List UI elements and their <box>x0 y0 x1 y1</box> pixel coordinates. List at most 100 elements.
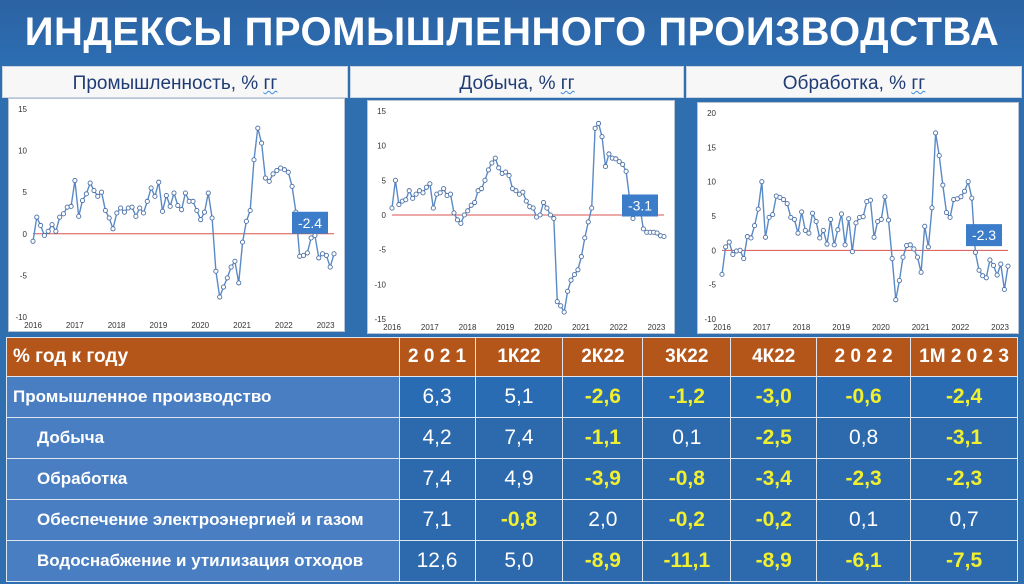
table-cell: 0,1 <box>642 417 732 459</box>
data-point <box>60 211 67 217</box>
data-point <box>312 232 318 239</box>
data-point <box>228 264 234 270</box>
data-point <box>838 211 845 217</box>
data-point <box>537 212 543 218</box>
data-point <box>589 205 595 211</box>
data-point <box>34 214 40 220</box>
data-point <box>885 217 892 223</box>
x-tick-label: 2017 <box>753 323 771 332</box>
data-point <box>140 210 147 216</box>
data-point <box>91 187 97 194</box>
data-point <box>232 258 238 264</box>
table-cell: 2,0 <box>562 499 644 541</box>
x-tick-label: 2019 <box>150 321 168 330</box>
y-tick-label: 5 <box>23 188 28 197</box>
data-point <box>236 280 242 286</box>
data-point <box>741 256 747 262</box>
x-tick-label: 2021 <box>233 321 251 330</box>
y-tick-label: 5 <box>382 176 387 185</box>
table-header-label: % год к году <box>6 337 400 377</box>
chart-industry: -10 -5 0 5 10 15 2016 2017 2018 2019 2020 2021 2022 2… <box>8 98 345 332</box>
y-tick-label: 0 <box>382 211 387 220</box>
data-point <box>585 219 591 225</box>
data-point <box>175 202 181 209</box>
data-point <box>802 227 808 233</box>
data-point <box>565 288 571 294</box>
y-tick-label: 15 <box>377 107 386 116</box>
data-point <box>148 185 154 191</box>
data-point <box>247 207 253 214</box>
data-point <box>661 233 667 240</box>
row-label: Водоснабжение и утилизация отходов <box>6 540 400 582</box>
data-point <box>156 179 162 185</box>
data-point <box>478 186 485 192</box>
series-line <box>391 121 665 315</box>
data-point <box>994 272 1000 278</box>
table-header-cell: 2 0 2 2 <box>816 337 912 377</box>
data-point <box>262 175 268 181</box>
panel-title-unit: гг <box>911 73 926 94</box>
table-cell: -2,5 <box>730 417 818 459</box>
table-cell: -0,8 <box>642 458 732 500</box>
data-point <box>447 191 454 197</box>
data-point <box>213 268 219 274</box>
data-point <box>893 297 899 303</box>
data-point <box>251 157 257 163</box>
x-tick-label: 2023 <box>991 323 1009 332</box>
y-tick-label: -5 <box>379 246 387 255</box>
data-point <box>121 209 127 215</box>
data-point <box>820 227 826 233</box>
table-cell: 12,6 <box>398 540 476 582</box>
data-point <box>530 205 536 211</box>
data-point <box>755 206 761 212</box>
row-label: Обработка <box>6 458 400 500</box>
data-point <box>406 188 412 194</box>
data-point <box>389 205 395 211</box>
data-point <box>430 205 436 211</box>
data-point <box>209 215 215 221</box>
data-point <box>243 218 249 224</box>
data-point <box>795 230 801 236</box>
y-tick-label: 0 <box>712 246 717 255</box>
x-tick-label: 2016 <box>713 323 731 332</box>
x-tick-label: 2018 <box>793 323 811 332</box>
data-point <box>980 273 986 279</box>
data-point <box>582 235 588 241</box>
row-label: Обеспечение электроэнергией и газом <box>6 499 400 541</box>
data-point <box>167 203 173 209</box>
table-cell: -1,2 <box>642 376 732 418</box>
x-tick-label: 2016 <box>383 323 401 332</box>
data-point <box>87 180 93 186</box>
panel-title-mining: Добыча, % гг <box>350 66 684 98</box>
data-point <box>159 208 166 214</box>
data-point <box>437 190 443 196</box>
data-point <box>551 215 557 222</box>
chart-industry-svg: -10 -5 0 5 10 15 2016 2017 2018 2019 2020 2021 2022 2… <box>15 105 337 330</box>
table-cell: -11,1 <box>642 540 732 582</box>
x-tick-label: 2022 <box>610 323 628 332</box>
data-point <box>640 226 646 232</box>
data-point <box>962 188 968 194</box>
data-point <box>737 247 743 253</box>
data-point <box>965 179 971 185</box>
data-point <box>30 238 36 244</box>
data-point <box>547 212 553 218</box>
data-point <box>983 275 989 281</box>
data-point <box>828 216 834 222</box>
data-point <box>205 190 211 196</box>
data-point <box>571 272 578 278</box>
page-title: ИНДЕКСЫ ПРОМЫШЛЕННОГО ПРОИЗВОДСТВА <box>0 0 1024 64</box>
table-cell: -2,3 <box>816 458 912 500</box>
table-cell: 7,1 <box>398 499 476 541</box>
data-point <box>520 189 526 195</box>
data-point <box>274 168 280 174</box>
table-header-row: % год к году 2 0 2 1 1К22 2К22 3К22 4К22… <box>6 337 1018 377</box>
data-point <box>853 220 859 226</box>
data-point <box>137 205 143 211</box>
data-point <box>976 267 982 273</box>
table-cell: 0,7 <box>910 499 1018 541</box>
data-point <box>57 214 63 220</box>
table-cell: -6,1 <box>816 540 912 582</box>
table-cell: 7,4 <box>474 417 564 459</box>
row-label: Промышленное производство <box>6 376 400 418</box>
